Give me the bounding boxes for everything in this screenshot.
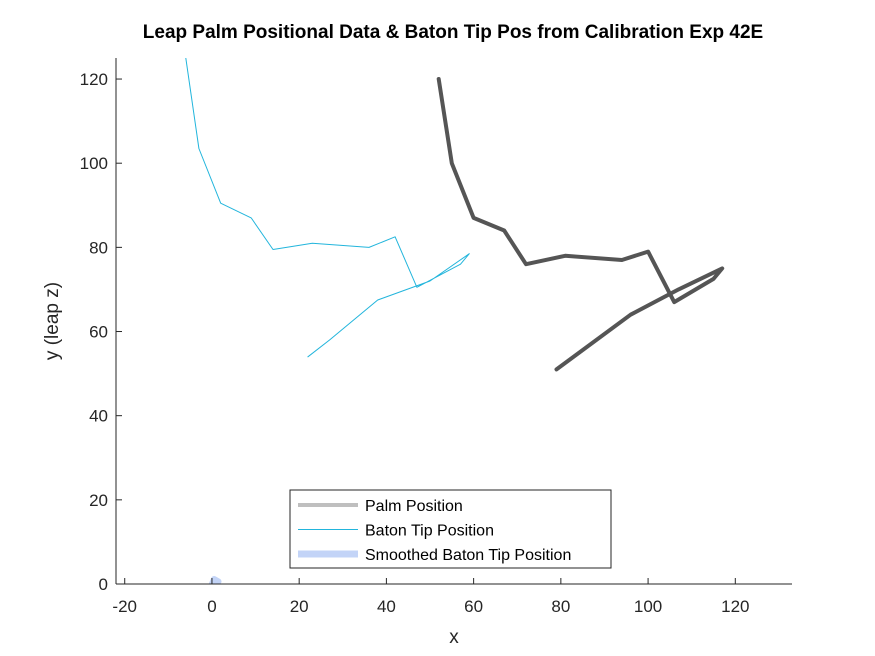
x-tick-label: 120 [721,597,749,616]
x-tick-label: 0 [207,597,216,616]
y-tick-label: 40 [89,407,108,426]
series-line-1 [436,77,725,372]
legend-label-2: Baton Tip Position [365,523,494,540]
legend-label-1: Palm Position [365,498,463,515]
x-tick-label: 20 [290,597,309,616]
series-layer [185,58,725,584]
legend: Palm Position Baton Tip Position Smoothed … [289,489,612,569]
axes-lines [115,58,792,585]
series-line-2 [185,58,470,358]
x-axis-ticks: -20 0 20 40 60 80 100 120 [112,578,749,616]
y-tick-label: 120 [80,70,108,89]
legend-label-3: Smoothed Baton Tip Position [365,547,571,564]
x-tick-label: 60 [464,597,483,616]
x-tick-label: 40 [377,597,396,616]
chart-title: Leap Palm Positional Data & Baton Tip Po… [143,22,763,43]
series-line-3 [208,576,222,584]
x-axis-label: x [449,627,459,648]
y-axis-ticks: 0 20 40 60 80 100 120 [80,70,122,594]
y-axis-label: y (leap z) [42,282,63,360]
x-tick-label: 100 [634,597,662,616]
y-tick-label: 0 [99,575,108,594]
x-tick-label: 80 [551,597,570,616]
x-tick-label: -20 [112,597,137,616]
y-tick-label: 100 [80,154,108,173]
y-tick-label: 80 [89,238,108,257]
y-tick-label: 60 [89,323,108,342]
y-tick-label: 20 [89,491,108,510]
